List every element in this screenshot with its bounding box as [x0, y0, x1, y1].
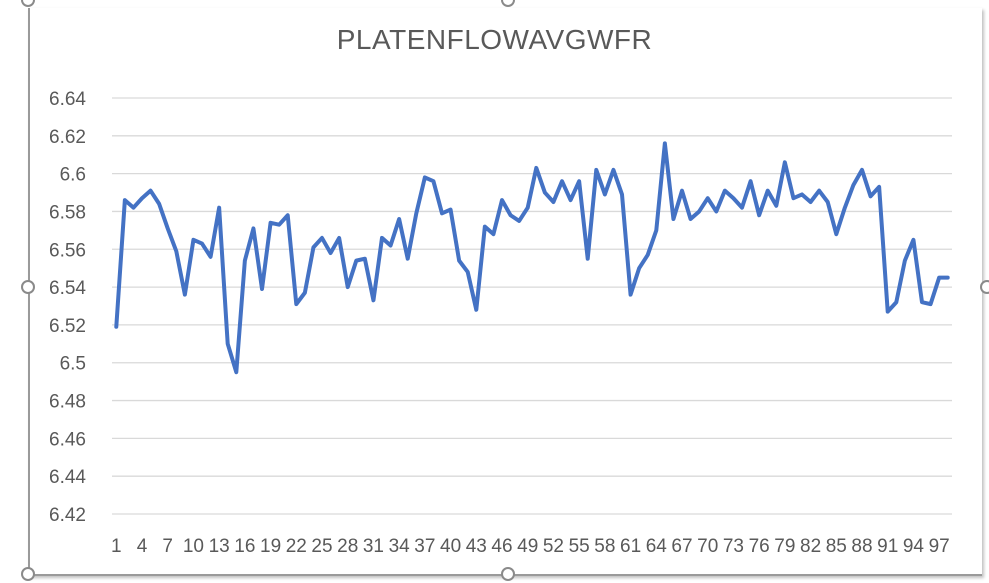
x-tick-label: 10 [183, 536, 204, 557]
y-tick-label: 6.64 [49, 89, 86, 110]
resize-handle-middle-right[interactable] [980, 280, 989, 294]
x-tick-label: 52 [543, 536, 564, 557]
x-tick-label: 13 [209, 536, 230, 557]
x-tick-label: 58 [594, 536, 615, 557]
x-tick-label: 85 [826, 536, 847, 557]
x-axis-ticks: 1 4 7 10 13 16 19 22 25 28 31 34 37 40 43 46 49 52 55 58 61 6… [111, 536, 950, 557]
x-tick-label: 4 [137, 536, 148, 557]
resize-handle-bottom-left[interactable] [21, 567, 35, 581]
x-tick-label: 76 [749, 536, 770, 557]
y-tick-label: 6.46 [49, 429, 86, 450]
x-tick-label: 22 [286, 536, 307, 557]
y-tick-label: 6.44 [49, 467, 86, 488]
y-axis-ticks: 6.42 6.44 6.46 6.48 6.5 6.52 6.54 6.56 6.58 6.6 6.… [49, 89, 86, 526]
x-tick-label: 67 [671, 536, 692, 557]
x-tick-label: 46 [491, 536, 512, 557]
x-tick-label: 91 [877, 536, 898, 557]
y-tick-label: 6.54 [49, 278, 86, 299]
x-tick-label: 7 [162, 536, 173, 557]
x-tick-label: 94 [903, 536, 925, 557]
x-tick-label: 49 [517, 536, 538, 557]
x-tick-label: 79 [774, 536, 795, 557]
x-tick-label: 97 [929, 536, 950, 557]
x-tick-label: 28 [337, 536, 358, 557]
y-tick-label: 6.6 [60, 165, 86, 186]
resize-handle-top-left[interactable] [21, 0, 35, 7]
x-tick-label: 70 [697, 536, 718, 557]
x-tick-label: 37 [414, 536, 435, 557]
resize-handle-middle-left[interactable] [21, 280, 35, 294]
gridlines [112, 97, 952, 515]
x-tick-label: 43 [466, 536, 487, 557]
y-tick-label: 6.48 [49, 392, 86, 413]
resize-handle-bottom-center[interactable] [501, 567, 515, 581]
x-tick-label: 88 [851, 536, 872, 557]
y-tick-label: 6.62 [49, 127, 86, 148]
x-tick-label: 34 [389, 536, 411, 557]
x-tick-label: 40 [440, 536, 461, 557]
x-tick-label: 16 [234, 536, 255, 557]
x-tick-label: 1 [111, 536, 122, 557]
series-line [114, 141, 950, 375]
y-tick-label: 6.5 [60, 354, 86, 375]
chart-title: PLATENFLOWAVGWFR [336, 24, 653, 55]
x-tick-label: 64 [646, 536, 668, 557]
x-tick-label: 31 [363, 536, 384, 557]
y-tick-label: 6.52 [49, 316, 86, 337]
x-tick-label: 55 [569, 536, 590, 557]
x-tick-label: 25 [311, 536, 332, 557]
y-tick-label: 6.56 [49, 240, 86, 261]
x-tick-label: 73 [723, 536, 744, 557]
y-tick-label: 6.42 [49, 505, 86, 526]
y-tick-label: 6.58 [49, 202, 86, 223]
x-tick-label: 19 [260, 536, 281, 557]
x-tick-label: 82 [800, 536, 821, 557]
x-tick-label: 61 [620, 536, 641, 557]
resize-handle-top-center[interactable] [501, 0, 515, 7]
